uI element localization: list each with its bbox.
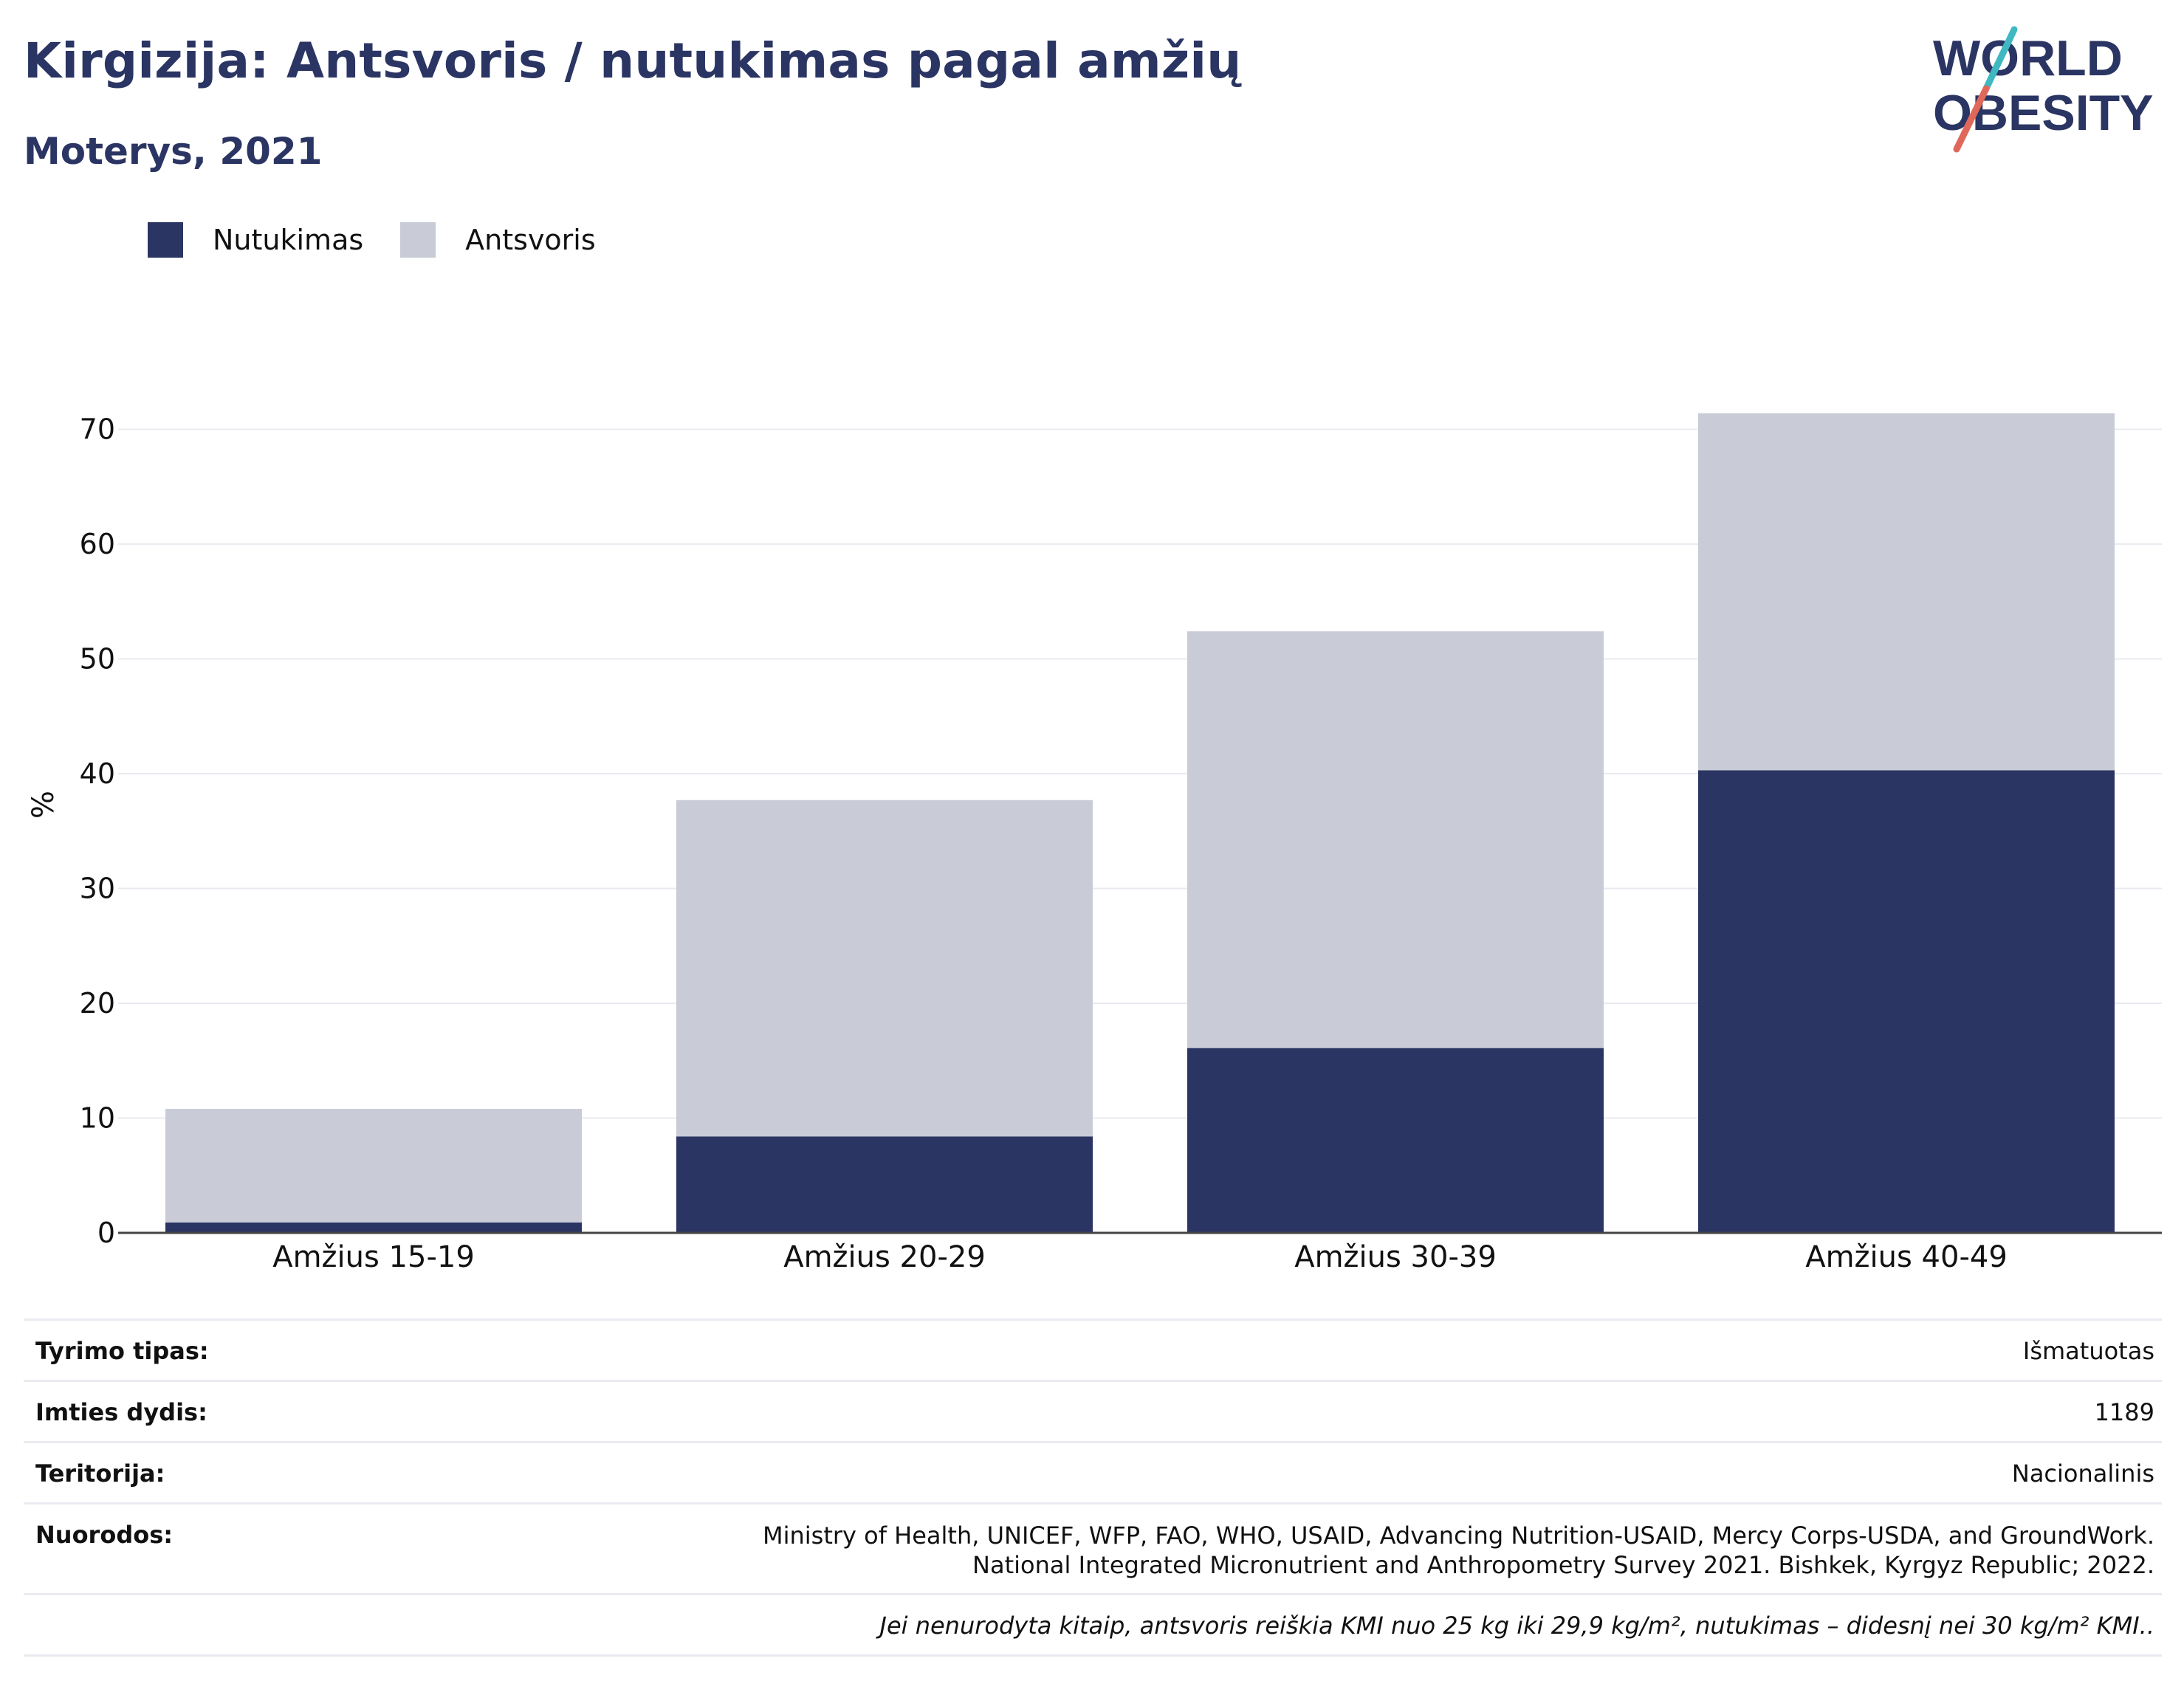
logo-slash-top xyxy=(1982,26,2018,92)
bar-nutukimas[interactable] xyxy=(1187,1048,1604,1233)
logo-slash-bottom xyxy=(1953,85,1990,153)
info-row-references: Nuorodos: Ministry of Health, UNICEF, WF… xyxy=(24,1505,2162,1595)
chart-legend: Nutukimas Antsvoris xyxy=(148,218,633,262)
logo-line2: OBESITY xyxy=(1933,85,2154,141)
info-value: Išmatuotas xyxy=(2022,1337,2154,1365)
legend-label-antsvoris: Antsvoris xyxy=(465,224,596,256)
world-obesity-logo: WORLD OBESITY xyxy=(1933,26,2154,153)
x-tick-label: Amžius 40-49 xyxy=(1805,1240,2008,1274)
x-tick-label: Amžius 20-29 xyxy=(783,1240,986,1274)
legend-item-antsvoris[interactable]: Antsvoris xyxy=(400,222,596,258)
y-tick-label: 70 xyxy=(80,413,115,446)
bars xyxy=(165,413,2115,1233)
info-label: Imties dydis: xyxy=(35,1398,207,1426)
y-tick-label: 30 xyxy=(80,873,115,905)
info-row-survey-type: Tyrimo tipas: Išmatuotas xyxy=(24,1321,2162,1382)
logo-line1: WORLD xyxy=(1933,30,2123,86)
bar-antsvoris[interactable] xyxy=(1187,631,1604,1048)
legend-item-nutukimas[interactable]: Nutukimas xyxy=(148,222,363,258)
survey-info-table: Tyrimo tipas: Išmatuotas Imties dydis: 1… xyxy=(24,1318,2162,1657)
info-row-note: Jei nenurodyta kitaip, antsvoris reiškia… xyxy=(24,1595,2162,1657)
axes: 0 10 20 30 40 50 60 70 Amžius 15-19 Amžius 20-29 A… xyxy=(80,413,2162,1274)
y-tick-label: 50 xyxy=(80,643,115,675)
y-tick-label: 0 xyxy=(97,1217,115,1249)
definition-note: Jei nenurodyta kitaip, antsvoris reiškia… xyxy=(879,1612,2155,1640)
info-value: Nacionalinis xyxy=(2011,1460,2154,1488)
info-label: Tyrimo tipas: xyxy=(35,1337,209,1365)
info-label: Nuorodos: xyxy=(35,1521,174,1549)
info-label: Teritorija: xyxy=(35,1460,165,1488)
chart-subtitle: Moterys, 2021 xyxy=(24,130,323,173)
legend-swatch-antsvoris xyxy=(400,222,436,258)
references-text: Ministry of Health, UNICEF, WFP, FAO, WH… xyxy=(763,1522,2154,1579)
info-value: 1189 xyxy=(2094,1398,2154,1426)
y-tick-label: 20 xyxy=(80,987,115,1020)
x-tick-label: Amžius 15-19 xyxy=(272,1240,475,1274)
info-row-territory: Teritorija: Nacionalinis xyxy=(24,1443,2162,1505)
y-tick-label: 10 xyxy=(80,1102,115,1135)
chart-title: Kirgizija: Antsvoris / nutukimas pagal a… xyxy=(24,32,1242,89)
legend-swatch-nutukimas xyxy=(148,222,183,258)
x-tick-label: Amžius 30-39 xyxy=(1294,1240,1497,1274)
bar-antsvoris[interactable] xyxy=(676,800,1093,1137)
y-tick-label: 40 xyxy=(80,757,115,790)
y-tick-label: 60 xyxy=(80,528,115,560)
legend-label-nutukimas: Nutukimas xyxy=(213,224,364,256)
bar-nutukimas[interactable] xyxy=(676,1136,1093,1233)
bar-antsvoris[interactable] xyxy=(165,1109,582,1223)
bar-antsvoris[interactable] xyxy=(1698,413,2115,771)
bar-nutukimas[interactable] xyxy=(1698,770,2115,1233)
y-axis-label: % xyxy=(27,791,61,819)
bar-chart: 0 10 20 30 40 50 60 70 Amžius 15-19 Amžius 20-29 A… xyxy=(27,413,2162,1274)
bar-nutukimas[interactable] xyxy=(165,1223,582,1233)
info-row-sample-size: Imties dydis: 1189 xyxy=(24,1382,2162,1443)
